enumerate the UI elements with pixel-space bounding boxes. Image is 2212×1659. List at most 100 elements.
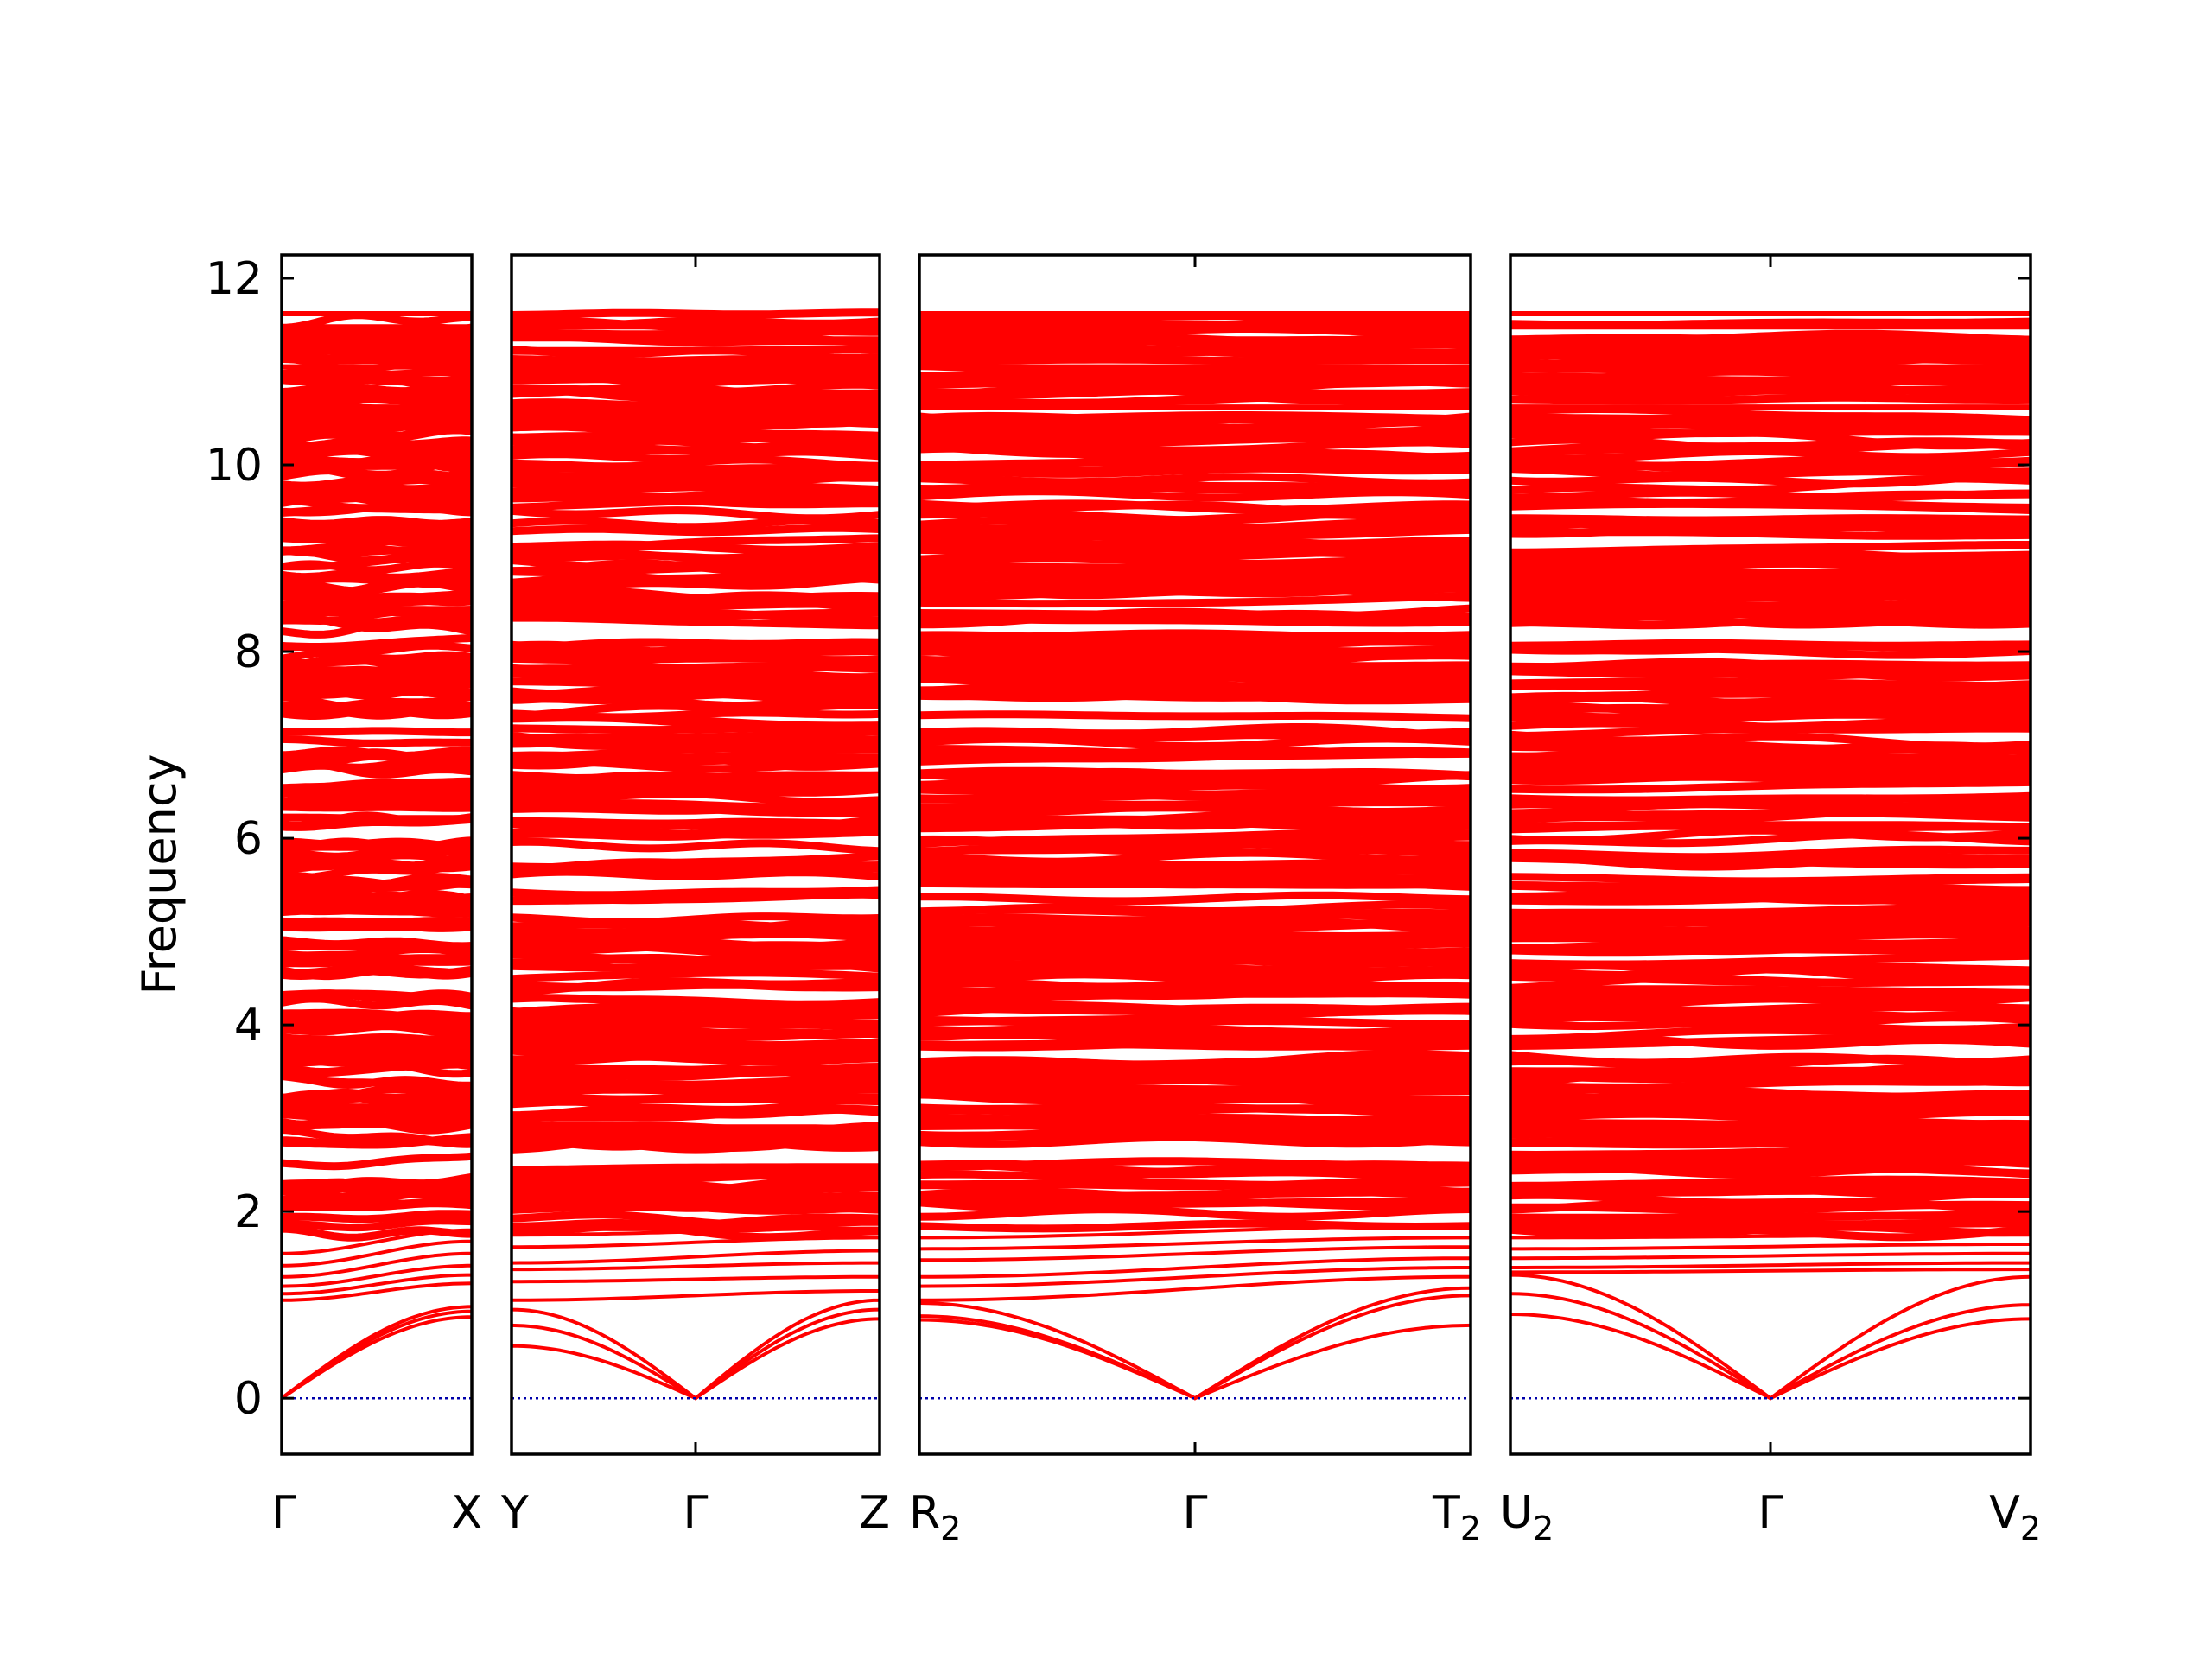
band-line bbox=[282, 607, 472, 625]
acoustic-branch bbox=[1193, 1323, 1471, 1401]
band-line bbox=[282, 559, 472, 575]
band-line bbox=[1510, 1243, 2031, 1251]
acoustic-branch bbox=[694, 1307, 880, 1401]
band-line bbox=[282, 889, 472, 906]
band-line bbox=[919, 982, 1471, 996]
band-line bbox=[282, 781, 472, 792]
band-line bbox=[919, 532, 1471, 549]
band-line bbox=[282, 1090, 472, 1104]
band-line bbox=[1510, 541, 2031, 556]
high-symmetry-point-label: Γ bbox=[1758, 1487, 1783, 1539]
band-line bbox=[282, 1008, 472, 1024]
band-line bbox=[512, 951, 880, 968]
band-line bbox=[512, 868, 880, 881]
band-line bbox=[282, 1136, 472, 1148]
band-line bbox=[919, 1274, 1471, 1302]
band-line bbox=[919, 554, 1471, 568]
band-line bbox=[1510, 797, 2031, 813]
band-line bbox=[919, 1245, 1471, 1262]
band-line bbox=[1510, 681, 2031, 692]
band-line bbox=[919, 391, 1471, 410]
band-line bbox=[282, 1239, 472, 1268]
band-line bbox=[282, 579, 472, 595]
band-line bbox=[919, 747, 1471, 766]
band-line bbox=[919, 1177, 1471, 1191]
band-line bbox=[512, 1217, 880, 1233]
band-line bbox=[1510, 964, 2031, 984]
band-line bbox=[512, 958, 880, 975]
band-line bbox=[1510, 1251, 2031, 1261]
band-line bbox=[919, 592, 1471, 608]
band-line bbox=[1510, 499, 2031, 514]
band-line bbox=[512, 1000, 880, 1016]
band-line bbox=[512, 837, 880, 855]
band-line bbox=[512, 486, 880, 502]
band-line bbox=[1510, 756, 2031, 771]
band-line bbox=[512, 886, 880, 899]
band-line bbox=[282, 542, 472, 555]
band-line bbox=[512, 327, 880, 339]
band-line bbox=[919, 438, 1471, 454]
y-tick-label: 4 bbox=[234, 1000, 263, 1052]
band-line bbox=[512, 977, 880, 995]
band-line bbox=[282, 1273, 472, 1296]
band-line bbox=[282, 936, 472, 950]
band-line bbox=[512, 658, 880, 674]
y-tick-label: 12 bbox=[206, 253, 263, 305]
band-line bbox=[1510, 601, 2031, 611]
y-tick-label: 6 bbox=[234, 813, 263, 865]
band-line bbox=[919, 795, 1471, 810]
band-line bbox=[282, 734, 472, 747]
band-line bbox=[1510, 1033, 2031, 1051]
band-line bbox=[282, 1152, 472, 1171]
band-line bbox=[1510, 549, 2031, 564]
band-line bbox=[919, 1002, 1471, 1019]
band-line bbox=[282, 813, 472, 823]
band-line bbox=[919, 810, 1471, 825]
high-symmetry-point-label: Γ bbox=[683, 1487, 709, 1539]
band-line bbox=[1510, 490, 2031, 506]
acoustic-branch bbox=[1769, 1303, 2031, 1401]
band-line bbox=[512, 548, 880, 563]
band-line bbox=[282, 1052, 472, 1068]
band-line bbox=[282, 588, 472, 602]
band-line bbox=[512, 912, 880, 926]
band-line bbox=[919, 767, 1471, 786]
band-lines bbox=[919, 311, 1471, 1401]
y-axis: 0 2 4 6 8 10 12 bbox=[206, 253, 2031, 1425]
y-tick-label: 0 bbox=[234, 1373, 263, 1425]
band-line bbox=[1510, 393, 2031, 405]
band-line bbox=[1510, 1185, 2031, 1197]
band-line bbox=[1510, 1129, 2031, 1141]
band-line bbox=[919, 421, 1471, 440]
band-line bbox=[282, 1217, 472, 1232]
band-line bbox=[512, 1122, 880, 1135]
acoustic-branch bbox=[1510, 1313, 1772, 1401]
band-line bbox=[1510, 851, 2031, 866]
y-axis-label: Frequency bbox=[132, 754, 187, 995]
band-line bbox=[919, 879, 1471, 889]
band-line bbox=[512, 1236, 880, 1249]
band-line bbox=[512, 711, 880, 730]
band-line bbox=[1510, 701, 2031, 719]
band-line bbox=[919, 1073, 1471, 1092]
band-line bbox=[282, 851, 472, 868]
acoustic-branch bbox=[1769, 1317, 2031, 1401]
band-line bbox=[919, 1236, 1471, 1251]
band-line bbox=[1510, 714, 2031, 732]
band-line bbox=[512, 570, 880, 587]
band-line bbox=[1510, 1190, 2031, 1214]
band-line bbox=[919, 781, 1471, 798]
acoustic-branch bbox=[694, 1317, 880, 1401]
band-line bbox=[1510, 469, 2031, 488]
band-line bbox=[919, 464, 1471, 478]
band-line bbox=[919, 671, 1471, 683]
band-line bbox=[919, 832, 1471, 847]
band-lines bbox=[1510, 311, 2031, 1401]
band-line bbox=[919, 1083, 1471, 1096]
band-line bbox=[512, 613, 880, 630]
band-line bbox=[282, 518, 472, 534]
band-line bbox=[1510, 1261, 2031, 1269]
band-line bbox=[282, 567, 472, 585]
